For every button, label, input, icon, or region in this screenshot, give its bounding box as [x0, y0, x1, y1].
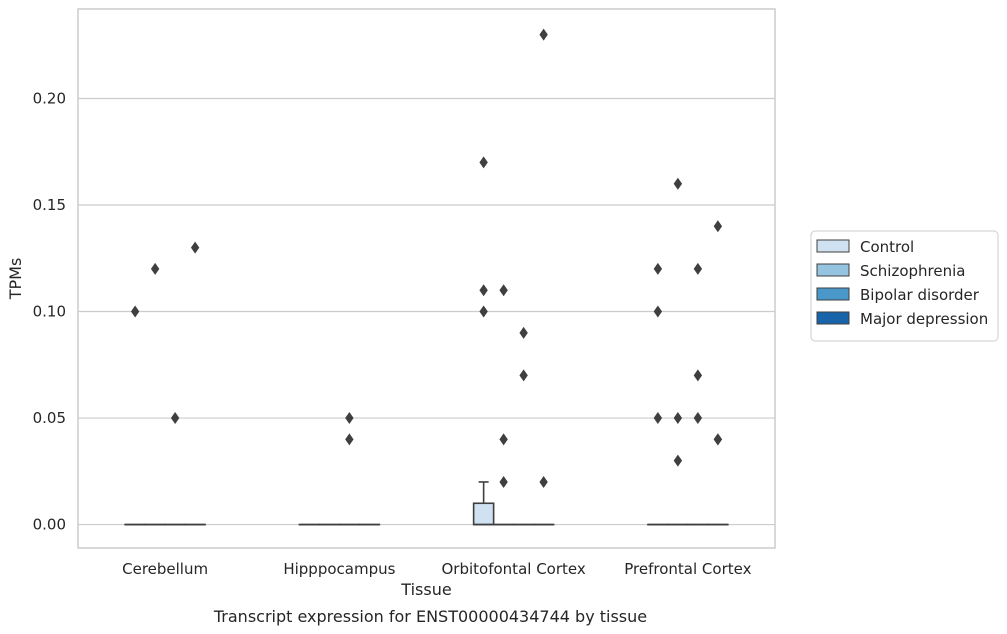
outlier-point	[713, 433, 723, 446]
x-tick-label: Prefrontal Cortex	[624, 560, 751, 578]
box-major-depression	[184, 241, 206, 526]
grid-lines	[78, 97, 775, 526]
outlier-point	[130, 305, 140, 318]
boxes	[124, 28, 729, 526]
legend-label: Control	[860, 238, 914, 256]
plot-frame	[77, 8, 776, 549]
outlier-point	[693, 369, 703, 382]
outlier-point	[673, 177, 683, 190]
y-tick-label: 0.00	[33, 516, 66, 534]
outlier-point	[653, 262, 663, 275]
legend-label: Major depression	[860, 310, 988, 328]
legend-swatch	[816, 287, 850, 301]
box-bipolar-disorder	[164, 412, 186, 526]
box-bipolar-disorder	[687, 262, 709, 526]
outlier-point	[539, 28, 548, 41]
y-tick-label: 0.20	[33, 89, 66, 107]
ticks: 0.00 0.05 0.10 0.15 0.20 Cerebellum Hipppocamp…	[33, 89, 752, 578]
outlier-point	[653, 305, 663, 318]
outlier-point	[150, 262, 160, 275]
x-axis-label: Tissue	[400, 580, 451, 599]
outlier-point	[693, 262, 703, 275]
y-tick-label: 0.15	[33, 196, 66, 214]
outlier-point	[499, 475, 508, 488]
outlier-point	[713, 220, 723, 233]
y-tick-label: 0.05	[33, 409, 66, 427]
legend-label: Schizophrenia	[860, 262, 965, 280]
x-tick-label: Cerebellum	[122, 560, 208, 578]
outlier-point	[345, 433, 354, 446]
outlier-point	[499, 284, 508, 297]
box-major-depression	[532, 28, 555, 526]
box-control	[647, 262, 669, 526]
legend-swatch	[816, 311, 850, 325]
outlier-point	[479, 156, 488, 169]
y-tick-label: 0.10	[33, 303, 66, 321]
outlier-point	[519, 369, 528, 382]
outlier-point	[190, 241, 200, 254]
outlier-point	[345, 412, 354, 425]
chart-caption: Transcript expression for ENST0000043474…	[213, 607, 647, 626]
legend-swatch	[816, 239, 850, 253]
legend-swatch	[816, 263, 850, 277]
box-bipolar-disorder	[512, 326, 535, 526]
box-major-depression	[707, 220, 729, 526]
outlier-point	[693, 412, 703, 425]
box-schizophrenia	[667, 177, 689, 526]
x-tick-label: Hipppocampus	[283, 560, 395, 578]
outlier-point	[673, 412, 683, 425]
outlier-point	[479, 305, 488, 318]
legend-label: Bipolar disorder	[860, 286, 980, 304]
box-schizophrenia	[492, 284, 515, 526]
box-schizophrenia	[144, 262, 166, 526]
box-bipolar-disorder	[338, 412, 361, 526]
outlier-point	[479, 284, 488, 297]
outlier-point	[653, 412, 663, 425]
outlier-point	[170, 412, 180, 425]
y-axis-label: TPMs	[6, 258, 25, 301]
legend: Control Schizophrenia Bipolar disorder Majo…	[810, 230, 999, 342]
box-control	[472, 156, 495, 526]
x-tick-label: Orbitofontal Cortex	[442, 560, 586, 578]
outlier-point	[539, 475, 548, 488]
legend-frame	[810, 230, 999, 342]
outlier-point	[499, 433, 508, 446]
outlier-point	[519, 326, 528, 339]
outlier-point	[673, 454, 683, 467]
box-body	[472, 502, 495, 526]
box-control	[124, 305, 146, 526]
